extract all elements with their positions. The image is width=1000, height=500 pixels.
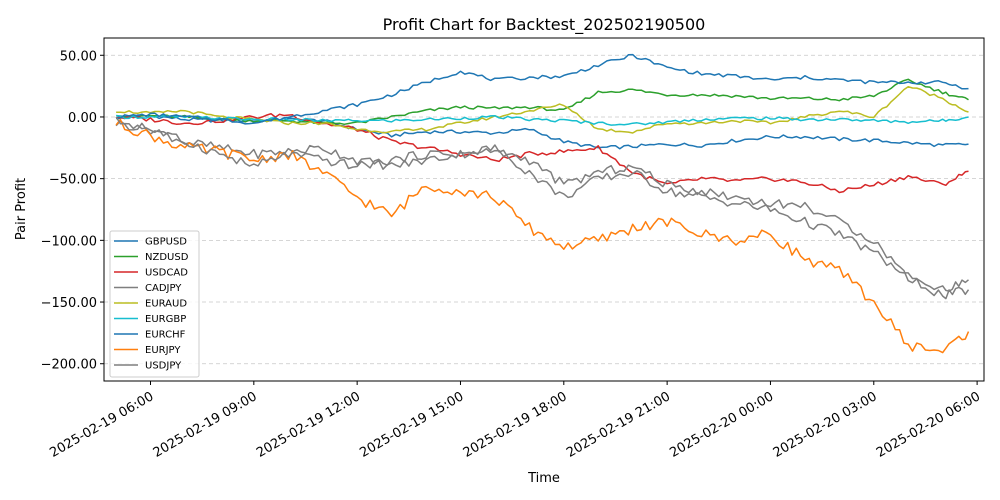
x-axis-title: Time: [527, 471, 560, 486]
series-line-cadjpy: [115, 120, 970, 300]
legend-label: EURJPY: [145, 345, 181, 356]
series-line-eurgbp: [116, 114, 969, 126]
legend-box: [109, 230, 200, 378]
y-axis-title: Pair Profit: [14, 178, 29, 240]
legend-label: GBPUSD: [145, 237, 187, 248]
y-tick-label: −150.00: [41, 296, 97, 311]
legend: GBPUSD NZDUSD USDCAD CADJPY EURAUD EURGBP EURC…: [109, 230, 200, 378]
y-tick-label: −50.00: [49, 173, 97, 188]
legend-label: USDJPY: [145, 361, 182, 372]
series-line-eurchf: [116, 53, 969, 125]
series-line-usdjpy: [115, 116, 969, 292]
y-tick-label: 0.00: [68, 111, 97, 126]
chart-title: Profit Chart for Backtest_202502190500: [383, 15, 706, 35]
legend-label: EURCHF: [145, 330, 186, 341]
y-tick-label: 50.00: [60, 49, 97, 64]
plot-frame: [103, 37, 985, 382]
y-axis: 50.00 0.00 −50.00 −100.00 −150.00 −200.00: [41, 49, 104, 373]
series-line-eurjpy: [115, 118, 970, 354]
legend-label: USDCAD: [145, 268, 188, 279]
legend-label: EURGBP: [145, 314, 186, 325]
legend-label: CADJPY: [145, 283, 182, 294]
series-line-nzdusd: [116, 78, 969, 126]
legend-label: NZDUSD: [145, 252, 189, 263]
series-line-usdcad: [116, 112, 969, 194]
y-tick-label: −100.00: [41, 234, 97, 249]
series-lines: [115, 53, 970, 354]
legend-label: EURAUD: [145, 299, 187, 310]
y-tick-label: −200.00: [41, 358, 97, 373]
